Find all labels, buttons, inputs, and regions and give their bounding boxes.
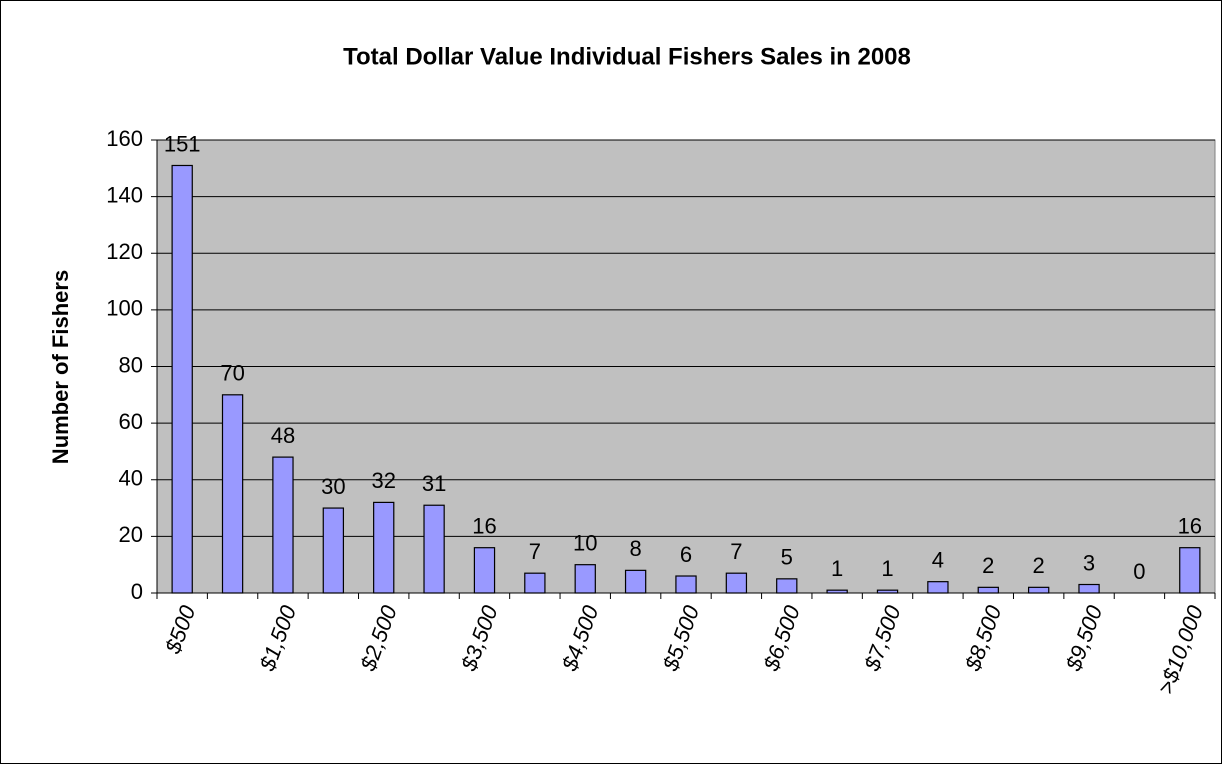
y-tick-label: 20	[119, 522, 143, 547]
data-label: 3	[1083, 550, 1095, 575]
data-label: 5	[781, 545, 793, 570]
data-label: 16	[472, 514, 496, 539]
data-label: 32	[371, 468, 395, 493]
data-label: 8	[629, 536, 641, 561]
bar	[624, 569, 647, 594]
data-label: 70	[220, 361, 244, 386]
y-tick-label: 60	[119, 409, 143, 434]
y-tick-label: 0	[131, 579, 143, 604]
bar	[876, 589, 899, 594]
data-label: 48	[271, 423, 295, 448]
bar	[927, 581, 949, 594]
data-label: 16	[1178, 514, 1202, 539]
bar	[977, 586, 999, 594]
data-label: 0	[1133, 559, 1145, 584]
bar	[1027, 586, 1050, 594]
y-tick-label: 140	[106, 182, 143, 207]
y-tick-label: 100	[106, 296, 143, 321]
data-label: 1	[831, 556, 843, 581]
data-label: 7	[730, 539, 742, 564]
bar	[221, 394, 244, 594]
bar	[322, 507, 345, 594]
data-label: 10	[573, 531, 597, 556]
bar	[675, 575, 697, 594]
data-label: 6	[680, 542, 692, 567]
bar	[524, 572, 546, 594]
bar	[725, 572, 748, 594]
bar	[373, 501, 395, 594]
y-tick-label: 120	[106, 239, 143, 264]
bar	[171, 164, 193, 594]
data-label: 151	[164, 131, 201, 156]
bar	[776, 578, 798, 594]
y-tick-label: 40	[119, 466, 143, 491]
bar	[1078, 583, 1100, 594]
data-label: 7	[529, 539, 541, 564]
bar	[574, 564, 596, 594]
bar	[423, 504, 445, 594]
bar	[473, 547, 496, 594]
data-label: 30	[321, 474, 345, 499]
y-tick-label: 80	[119, 352, 143, 377]
data-label: 2	[1033, 553, 1045, 578]
y-axis-label: Number of Fishers	[48, 270, 73, 464]
data-label: 2	[982, 553, 994, 578]
data-label: 1	[881, 556, 893, 581]
data-label: 31	[422, 471, 446, 496]
y-tick-label: 160	[106, 126, 143, 151]
data-label: 4	[932, 547, 944, 572]
bar	[1179, 547, 1201, 594]
bar	[272, 456, 294, 594]
chart-title: Total Dollar Value Individual Fishers Sa…	[343, 43, 911, 70]
bar	[826, 589, 848, 594]
